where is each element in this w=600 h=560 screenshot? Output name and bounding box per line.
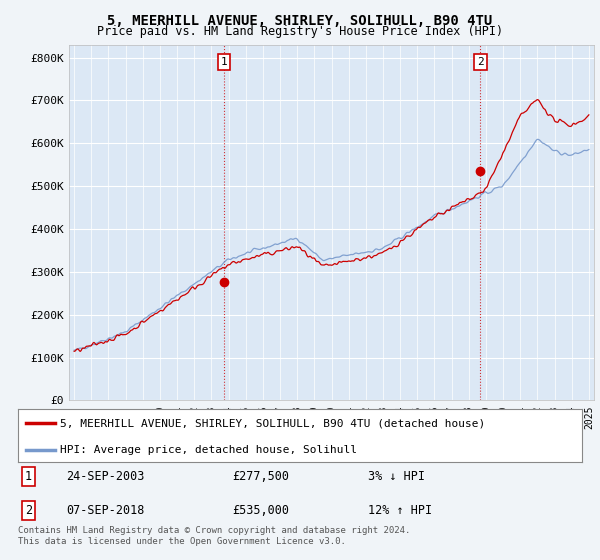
Text: Price paid vs. HM Land Registry's House Price Index (HPI): Price paid vs. HM Land Registry's House … (97, 25, 503, 38)
Text: 07-SEP-2018: 07-SEP-2018 (66, 504, 145, 517)
Text: 2: 2 (25, 504, 32, 517)
Text: 1: 1 (25, 470, 32, 483)
Text: 5, MEERHILL AVENUE, SHIRLEY, SOLIHULL, B90 4TU: 5, MEERHILL AVENUE, SHIRLEY, SOLIHULL, B… (107, 14, 493, 28)
Text: Contains HM Land Registry data © Crown copyright and database right 2024.
This d: Contains HM Land Registry data © Crown c… (18, 526, 410, 546)
Text: 2: 2 (477, 57, 484, 67)
Text: 1: 1 (220, 57, 227, 67)
Text: HPI: Average price, detached house, Solihull: HPI: Average price, detached house, Soli… (60, 445, 358, 455)
Text: £535,000: £535,000 (232, 504, 289, 517)
Text: 12% ↑ HPI: 12% ↑ HPI (368, 504, 432, 517)
Text: 24-SEP-2003: 24-SEP-2003 (66, 470, 145, 483)
Text: 3% ↓ HPI: 3% ↓ HPI (368, 470, 425, 483)
Text: 5, MEERHILL AVENUE, SHIRLEY, SOLIHULL, B90 4TU (detached house): 5, MEERHILL AVENUE, SHIRLEY, SOLIHULL, B… (60, 418, 485, 428)
Text: £277,500: £277,500 (232, 470, 289, 483)
